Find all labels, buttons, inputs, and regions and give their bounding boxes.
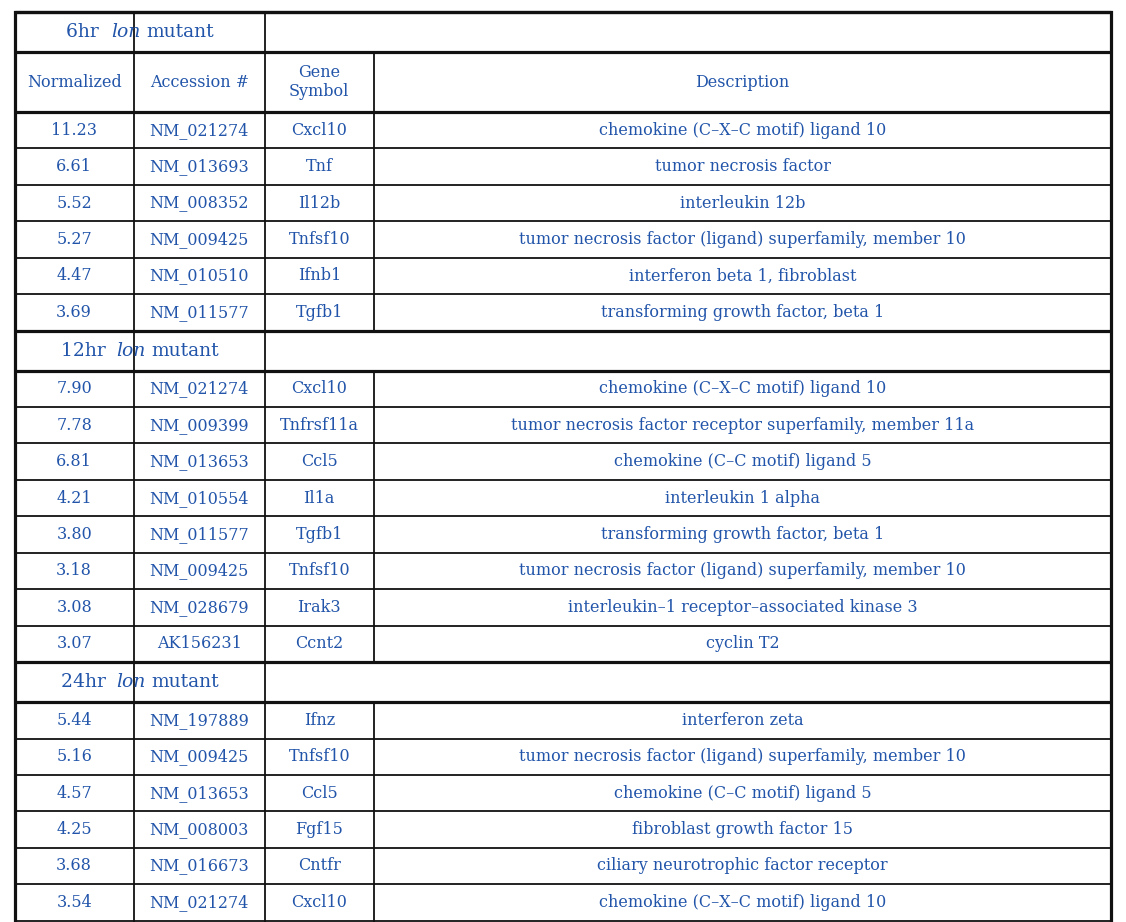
Text: lon: lon	[116, 341, 146, 360]
Text: 4.21: 4.21	[56, 490, 92, 506]
Text: NM_021274: NM_021274	[150, 381, 249, 397]
Text: NM_013653: NM_013653	[150, 454, 249, 470]
Text: Tgfb1: Tgfb1	[295, 526, 343, 543]
Text: 3.80: 3.80	[56, 526, 92, 543]
Text: NM_016673: NM_016673	[150, 857, 249, 874]
Text: 11.23: 11.23	[51, 122, 97, 138]
Text: Fgf15: Fgf15	[295, 822, 343, 838]
Text: Cxcl10: Cxcl10	[292, 122, 347, 138]
Text: NM_011577: NM_011577	[150, 526, 249, 543]
Text: 3.69: 3.69	[56, 304, 92, 321]
Text: NM_010554: NM_010554	[150, 490, 249, 506]
Text: 5.44: 5.44	[56, 712, 92, 728]
Text: 5.27: 5.27	[56, 231, 92, 248]
Text: transforming growth factor, beta 1: transforming growth factor, beta 1	[601, 304, 884, 321]
Text: interferon beta 1, fibroblast: interferon beta 1, fibroblast	[628, 267, 857, 284]
Text: 7.78: 7.78	[56, 417, 92, 433]
Text: AK156231: AK156231	[157, 635, 242, 652]
Text: 7.90: 7.90	[56, 381, 92, 397]
Text: 3.68: 3.68	[56, 857, 92, 874]
Text: NM_197889: NM_197889	[150, 712, 249, 728]
Text: 3.54: 3.54	[56, 894, 92, 911]
Text: Ccl5: Ccl5	[301, 454, 338, 470]
Text: Normalized: Normalized	[27, 74, 122, 90]
Text: Accession #: Accession #	[150, 74, 249, 90]
Text: tumor necrosis factor receptor superfamily, member 11a: tumor necrosis factor receptor superfami…	[511, 417, 974, 433]
Text: Irak3: Irak3	[297, 599, 341, 616]
Text: transforming growth factor, beta 1: transforming growth factor, beta 1	[601, 526, 884, 543]
Text: Tnfsf10: Tnfsf10	[288, 749, 350, 765]
Text: 4.25: 4.25	[56, 822, 92, 838]
Text: 6.61: 6.61	[56, 159, 92, 175]
Text: tumor necrosis factor (ligand) superfamily, member 10: tumor necrosis factor (ligand) superfami…	[519, 562, 966, 579]
Text: 4.47: 4.47	[56, 267, 92, 284]
Text: 6.81: 6.81	[56, 454, 92, 470]
Text: chemokine (C–C motif) ligand 5: chemokine (C–C motif) ligand 5	[614, 454, 872, 470]
Text: 5.16: 5.16	[56, 749, 92, 765]
Text: chemokine (C–X–C motif) ligand 10: chemokine (C–X–C motif) ligand 10	[599, 122, 886, 138]
Text: Description: Description	[696, 74, 789, 90]
Text: interferon zeta: interferon zeta	[681, 712, 804, 728]
Text: 6hr: 6hr	[66, 23, 105, 41]
Text: mutant: mutant	[152, 673, 220, 692]
Text: Ifnz: Ifnz	[304, 712, 334, 728]
Text: Tnfrsf11a: Tnfrsf11a	[279, 417, 359, 433]
Text: Ccl5: Ccl5	[301, 785, 338, 801]
Text: Tnf: Tnf	[306, 159, 333, 175]
Text: NM_008352: NM_008352	[150, 195, 249, 211]
Text: Ccnt2: Ccnt2	[295, 635, 343, 652]
Text: mutant: mutant	[152, 341, 220, 360]
Text: NM_013653: NM_013653	[150, 785, 249, 801]
Text: Ifnb1: Ifnb1	[297, 267, 341, 284]
Text: interleukin–1 receptor–associated kinase 3: interleukin–1 receptor–associated kinase…	[568, 599, 918, 616]
Text: tumor necrosis factor (ligand) superfamily, member 10: tumor necrosis factor (ligand) superfami…	[519, 749, 966, 765]
Text: NM_009425: NM_009425	[150, 562, 249, 579]
Text: Cxcl10: Cxcl10	[292, 894, 347, 911]
Text: chemokine (C–C motif) ligand 5: chemokine (C–C motif) ligand 5	[614, 785, 872, 801]
Text: 4.57: 4.57	[56, 785, 92, 801]
Text: 24hr: 24hr	[61, 673, 111, 692]
Text: 12hr: 12hr	[61, 341, 111, 360]
Text: NM_028679: NM_028679	[150, 599, 249, 616]
Text: interleukin 12b: interleukin 12b	[680, 195, 805, 211]
Text: Cxcl10: Cxcl10	[292, 381, 347, 397]
Text: 3.18: 3.18	[56, 562, 92, 579]
Text: NM_009425: NM_009425	[150, 749, 249, 765]
Text: NM_009399: NM_009399	[150, 417, 249, 433]
Text: NM_021274: NM_021274	[150, 122, 249, 138]
Text: NM_008003: NM_008003	[150, 822, 249, 838]
Text: Tnfsf10: Tnfsf10	[288, 562, 350, 579]
Text: Gene
Symbol: Gene Symbol	[289, 64, 349, 100]
Text: NM_021274: NM_021274	[150, 894, 249, 911]
Text: fibroblast growth factor 15: fibroblast growth factor 15	[632, 822, 854, 838]
Text: lon: lon	[111, 23, 141, 41]
Text: 3.08: 3.08	[56, 599, 92, 616]
Text: ciliary neurotrophic factor receptor: ciliary neurotrophic factor receptor	[597, 857, 888, 874]
Text: 3.07: 3.07	[56, 635, 92, 652]
Text: tumor necrosis factor (ligand) superfamily, member 10: tumor necrosis factor (ligand) superfami…	[519, 231, 966, 248]
Text: Il12b: Il12b	[298, 195, 340, 211]
Text: mutant: mutant	[146, 23, 214, 41]
Text: chemokine (C–X–C motif) ligand 10: chemokine (C–X–C motif) ligand 10	[599, 894, 886, 911]
Text: NM_010510: NM_010510	[150, 267, 249, 284]
Text: chemokine (C–X–C motif) ligand 10: chemokine (C–X–C motif) ligand 10	[599, 381, 886, 397]
Text: cyclin T2: cyclin T2	[706, 635, 779, 652]
Text: NM_011577: NM_011577	[150, 304, 249, 321]
Text: Cntfr: Cntfr	[297, 857, 341, 874]
Text: NM_013693: NM_013693	[150, 159, 249, 175]
Text: NM_009425: NM_009425	[150, 231, 249, 248]
Text: tumor necrosis factor: tumor necrosis factor	[654, 159, 831, 175]
Text: Tnfsf10: Tnfsf10	[288, 231, 350, 248]
Text: 5.52: 5.52	[56, 195, 92, 211]
Text: lon: lon	[116, 673, 146, 692]
Text: interleukin 1 alpha: interleukin 1 alpha	[665, 490, 820, 506]
Text: Tgfb1: Tgfb1	[295, 304, 343, 321]
Text: Il1a: Il1a	[304, 490, 334, 506]
